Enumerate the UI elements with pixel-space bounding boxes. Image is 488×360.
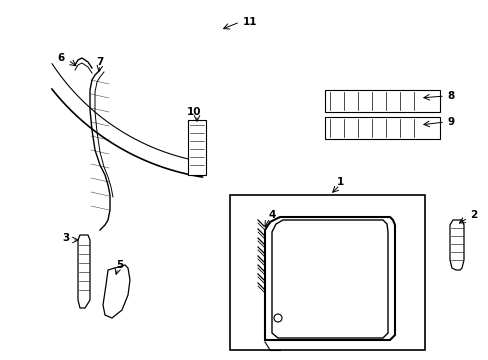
Text: 8: 8 — [446, 91, 453, 101]
Text: 3: 3 — [62, 233, 70, 243]
Text: 2: 2 — [469, 210, 476, 220]
Text: 9: 9 — [446, 117, 453, 127]
Bar — [325, 90, 439, 112]
Text: 10: 10 — [186, 107, 201, 117]
Bar — [187, 120, 205, 175]
Text: 4: 4 — [268, 210, 275, 220]
Text: 1: 1 — [336, 177, 343, 187]
Text: 11: 11 — [243, 17, 257, 27]
Bar — [325, 117, 439, 139]
PathPatch shape — [271, 220, 387, 338]
Text: 6: 6 — [58, 53, 65, 63]
Text: 5: 5 — [116, 260, 123, 270]
Text: 7: 7 — [96, 57, 103, 67]
Bar — [229, 195, 424, 350]
